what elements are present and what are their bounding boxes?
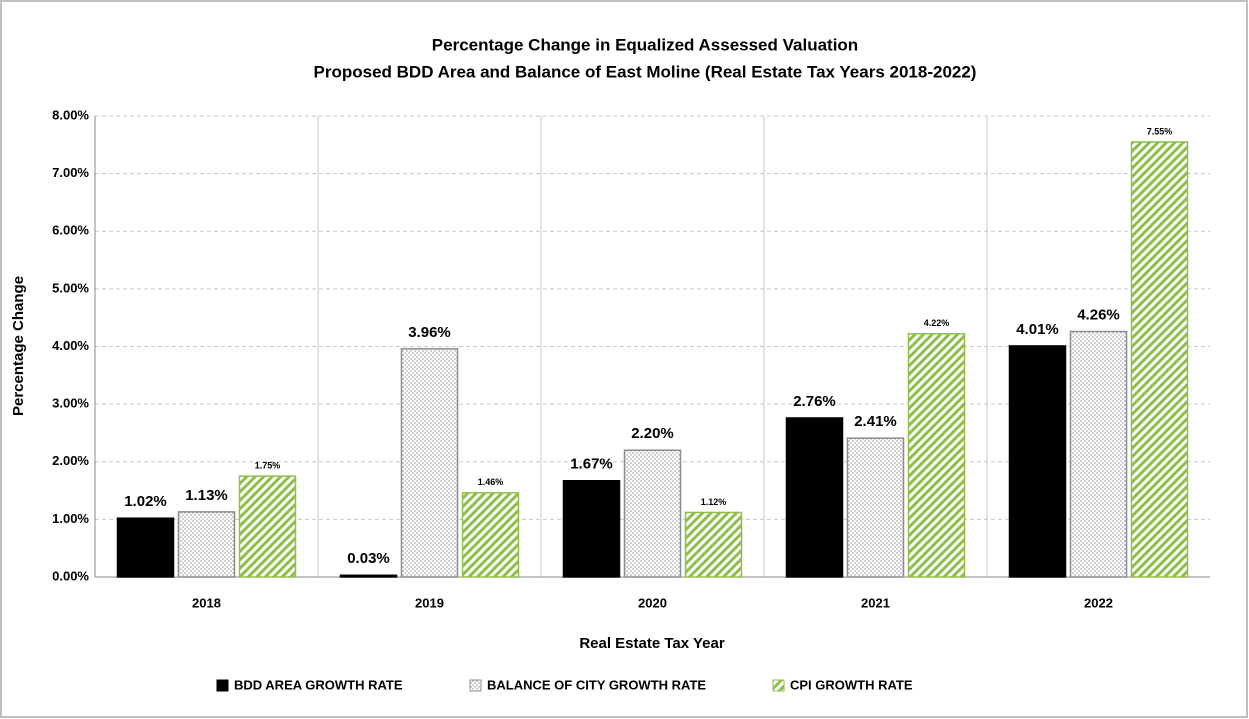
legend-swatch: [216, 679, 229, 692]
bar: [907, 333, 966, 578]
data-label: 0.03%: [347, 550, 390, 567]
legend-label: BALANCE OF CITY GROWTH RATE: [487, 677, 706, 692]
y-tick-label: 2.00%: [52, 453, 89, 468]
bar: [461, 492, 520, 578]
data-label: 2.20%: [631, 425, 674, 442]
legend-label: CPI GROWTH RATE: [790, 677, 913, 692]
data-label: 4.01%: [1016, 321, 1059, 338]
x-tick-label: 2020: [638, 595, 667, 610]
bar: [400, 348, 459, 578]
chart-title: Percentage Change in Equalized Assessed …: [432, 35, 858, 54]
data-label: 1.13%: [185, 487, 228, 504]
bar: [339, 574, 398, 578]
y-axis-title: Percentage Change: [10, 276, 27, 416]
y-tick-label: 6.00%: [52, 223, 89, 238]
x-tick-label: 2018: [192, 595, 221, 610]
data-label: 1.67%: [570, 456, 613, 473]
data-label: 1.02%: [124, 493, 167, 510]
bar: [785, 417, 844, 578]
bar: [238, 475, 297, 578]
y-tick-label: 1.00%: [52, 511, 89, 526]
y-tick-label: 4.00%: [52, 338, 89, 353]
x-axis-title: Real Estate Tax Year: [579, 635, 725, 652]
legend-label: BDD AREA GROWTH RATE: [234, 677, 403, 692]
y-tick-label: 0.00%: [52, 568, 89, 583]
bar: [1069, 330, 1128, 578]
data-label: 3.96%: [408, 324, 451, 341]
y-tick-label: 8.00%: [52, 107, 89, 122]
data-label: 1.12%: [701, 497, 727, 507]
data-label: 2.76%: [793, 393, 836, 410]
data-label: 4.26%: [1077, 306, 1120, 323]
legend-swatch: [469, 679, 482, 692]
data-label: 1.46%: [478, 477, 504, 487]
data-label: 4.22%: [924, 318, 950, 328]
bar: [1130, 141, 1189, 578]
y-tick-label: 7.00%: [52, 165, 89, 180]
y-tick-label: 3.00%: [52, 396, 89, 411]
y-tick-label: 5.00%: [52, 280, 89, 295]
bar: [562, 480, 621, 578]
chart-subtitle: Proposed BDD Area and Balance of East Mo…: [314, 62, 977, 81]
data-label: 7.55%: [1147, 126, 1173, 136]
legend-swatch: [772, 679, 785, 692]
data-label: 2.41%: [854, 413, 897, 430]
bar: [846, 437, 905, 578]
x-tick-label: 2022: [1084, 595, 1113, 610]
bar: [177, 511, 236, 578]
bar: [684, 511, 743, 578]
bar: [116, 517, 175, 578]
data-label: 1.75%: [255, 461, 281, 471]
bar: [1008, 345, 1067, 578]
x-tick-label: 2021: [861, 595, 890, 610]
bar: [623, 449, 682, 578]
x-tick-label: 2019: [415, 595, 444, 610]
